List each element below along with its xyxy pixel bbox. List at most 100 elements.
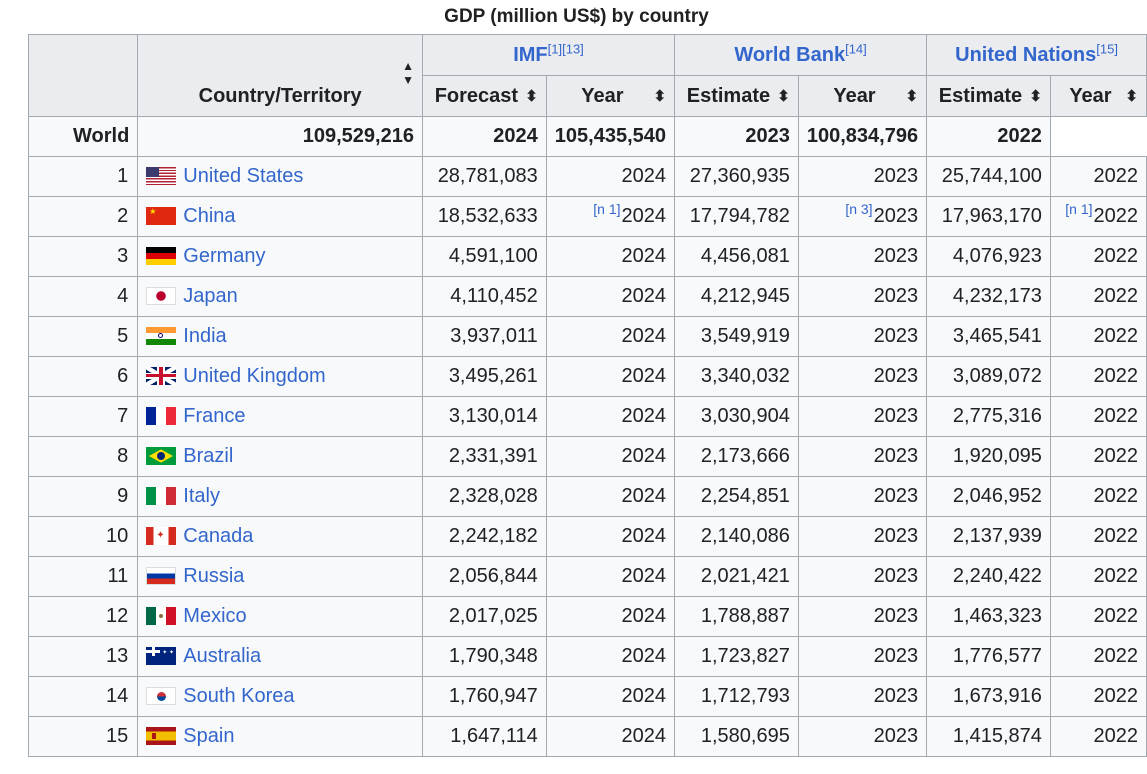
- worldbank-source-header: World Bank[14]: [674, 34, 928, 76]
- world-row: World 109,529,216 2024 105,435,540 2023 …: [27, 116, 1147, 157]
- imf-year-cell: 2024: [545, 676, 676, 717]
- sort-icon[interactable]: ⬍: [1029, 88, 1042, 105]
- cell-value: 3,937,011: [450, 325, 538, 347]
- country-cell: Brazil: [137, 436, 423, 477]
- world-un-estimate: 100,834,796: [797, 116, 928, 157]
- wb-year-cell: 2023: [797, 716, 928, 757]
- sort-icon[interactable]: ▲ ▼: [402, 59, 414, 87]
- sub-header-estimate-4[interactable]: Estimate ⬍: [926, 75, 1051, 117]
- imf-year-cell: [n 1]2024: [545, 196, 676, 237]
- rank-cell: 2: [27, 196, 139, 237]
- country-cell: Japan: [137, 276, 423, 317]
- sub-header-label: Forecast: [434, 84, 519, 107]
- un-estimate-cell: 2,046,952: [926, 476, 1051, 517]
- table-row: 3 Germany 4,591,100 2024 4,456,081 2023 4,076,…: [27, 236, 1147, 277]
- country-link[interactable]: India: [183, 325, 227, 347]
- rank-cell: 1: [27, 156, 139, 197]
- sub-header-year-1[interactable]: Year ⬍: [545, 75, 676, 117]
- un-estimate-cell: 3,465,541: [926, 316, 1051, 357]
- wb-estimate-cell: 2,254,851: [674, 476, 799, 517]
- sub-header-forecast-0[interactable]: Forecast ⬍: [421, 75, 547, 117]
- country-link[interactable]: France: [183, 405, 246, 427]
- worldbank-ref[interactable]: [14]: [845, 40, 867, 56]
- gdp-table: Country/Territory ▲ ▼ IMF[1][13] World Ba…: [27, 34, 1147, 757]
- sort-icon[interactable]: ⬍: [653, 88, 667, 105]
- un-year-cell: 2022: [1049, 156, 1147, 197]
- country-link[interactable]: Australia: [183, 645, 262, 667]
- sub-header-estimate-2[interactable]: Estimate ⬍: [674, 75, 799, 117]
- cell-value: 2023: [873, 685, 919, 707]
- wb-year-cell: 2023: [797, 316, 928, 357]
- cell-value: 2023: [873, 325, 919, 347]
- wb-year-cell: 2023: [797, 156, 928, 197]
- sub-header-year-5[interactable]: Year ⬍: [1049, 75, 1147, 117]
- country-link[interactable]: China: [183, 205, 236, 227]
- worldbank-link[interactable]: World Bank: [734, 43, 846, 66]
- cell-value: 2,140,086: [700, 525, 790, 547]
- country-link[interactable]: Italy: [183, 485, 220, 507]
- table-row: 6 United Kingdom 3,495,261 2024 3,340,032 202…: [27, 356, 1147, 397]
- cell-value: 2023: [873, 445, 919, 467]
- cell-value: 2024: [621, 725, 667, 747]
- rank-cell: 11: [27, 556, 139, 597]
- footnote-link[interactable]: [n 3]: [845, 201, 873, 218]
- footnote-link[interactable]: [n 1]: [1065, 201, 1093, 218]
- imf-forecast-cell: 28,781,083: [421, 156, 547, 197]
- wb-estimate-cell: 1,723,827: [674, 636, 799, 677]
- mx-flag-icon: [146, 606, 177, 625]
- table-row: 1 United States 28,781,083 2024 27,360,935 20…: [27, 156, 1147, 197]
- sort-icon[interactable]: ⬍: [905, 88, 919, 105]
- cell-value: 1,723,827: [700, 645, 790, 667]
- cell-value: 2022: [1093, 405, 1139, 427]
- cell-value: 2022: [1093, 525, 1139, 547]
- sort-icon[interactable]: ⬍: [1125, 88, 1138, 105]
- imf-forecast-cell: 1,790,348: [421, 636, 547, 677]
- un-estimate-cell: 4,076,923: [926, 236, 1051, 277]
- imf-year-cell: 2024: [545, 156, 676, 197]
- cell-value: 3,340,032: [700, 365, 790, 387]
- country-link[interactable]: Germany: [183, 245, 266, 267]
- imf-ref[interactable]: [1][13]: [547, 40, 584, 56]
- cell-value: 2023: [873, 365, 919, 387]
- cell-value: 3,465,541: [952, 325, 1042, 347]
- cell-value: 2,775,316: [952, 405, 1042, 427]
- country-link[interactable]: Japan: [183, 285, 238, 307]
- country-link[interactable]: Brazil: [183, 445, 234, 467]
- country-link[interactable]: Spain: [183, 725, 235, 747]
- table-row: 5 India 3,937,011 2024 3,549,919 2023 3,465,54…: [27, 316, 1147, 357]
- cell-value: 1,580,695: [700, 725, 790, 747]
- un-ref[interactable]: [15]: [1096, 40, 1118, 56]
- country-column-header[interactable]: Country/Territory ▲ ▼: [137, 34, 423, 117]
- country-link[interactable]: Canada: [183, 525, 254, 547]
- footnote-link[interactable]: [n 1]: [593, 201, 621, 218]
- un-year-cell: 2022: [1049, 316, 1147, 357]
- country-link[interactable]: South Korea: [183, 685, 295, 707]
- sub-header-year-3[interactable]: Year ⬍: [797, 75, 928, 117]
- wb-year-cell: 2023: [797, 596, 928, 637]
- un-estimate-cell: 3,089,072: [926, 356, 1051, 397]
- country-link[interactable]: United Kingdom: [183, 365, 326, 387]
- un-year-cell: 2022: [1049, 516, 1147, 557]
- un-link[interactable]: United Nations: [955, 43, 1097, 66]
- country-cell: Germany: [137, 236, 423, 277]
- cell-value: 25,744,100: [941, 165, 1042, 187]
- sort-icon[interactable]: ⬍: [525, 88, 538, 105]
- un-year-cell: 2022: [1049, 356, 1147, 397]
- imf-link[interactable]: IMF: [513, 43, 548, 66]
- country-link[interactable]: United States: [183, 165, 304, 187]
- table-row: 7 France 3,130,014 2024 3,030,904 2023 2,775,3…: [27, 396, 1147, 437]
- jp-flag-icon: [146, 286, 177, 305]
- cell-value: 2,017,025: [448, 605, 538, 627]
- cell-value: 2024: [621, 685, 667, 707]
- country-link[interactable]: Russia: [183, 565, 245, 587]
- cell-value: 2022: [1093, 445, 1139, 467]
- sort-icon[interactable]: ⬍: [777, 88, 790, 105]
- rank-cell: 4: [27, 276, 139, 317]
- wb-year-cell: 2023: [797, 476, 928, 517]
- sub-header-label: Year: [833, 84, 876, 107]
- country-link[interactable]: Mexico: [183, 605, 247, 627]
- rank-cell: 9: [27, 476, 139, 517]
- cell-value: 4,110,452: [450, 285, 538, 307]
- au-flag-icon: [146, 646, 177, 665]
